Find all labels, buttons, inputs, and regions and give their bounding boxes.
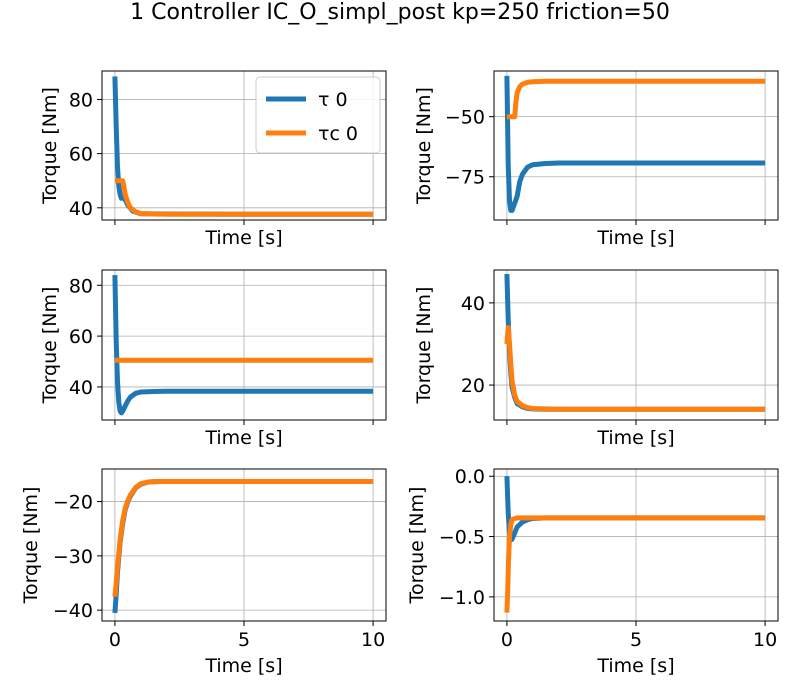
y-tick-label: 80 — [69, 275, 93, 297]
y-tick-label: −1.0 — [439, 587, 485, 609]
x-tick-label: 0 — [501, 629, 513, 651]
y-axis-label: Torque [Nm] — [413, 287, 435, 405]
subplot-3: 40 60 80 Time [s] Torque [Nm] — [39, 269, 387, 449]
y-tick-label: −75 — [445, 167, 485, 189]
x-axis-label: Time [s] — [204, 655, 282, 677]
y-tick-label: 40 — [461, 293, 485, 315]
y-axis-label: Torque [Nm] — [406, 487, 428, 605]
subplot-6: 0 5 10 −1.0 −0.5 0.0 Time [s] Torque [Nm] — [406, 466, 779, 677]
y-axis-label: Torque [Nm] — [39, 287, 61, 405]
y-axis-label: Torque [Nm] — [413, 87, 435, 205]
x-axis-label: Time [s] — [204, 427, 282, 449]
series-line-tau — [504, 75, 766, 213]
y-tick-label: 40 — [69, 377, 93, 399]
x-axis-label: Time [s] — [596, 655, 674, 677]
series-line-tau-c — [504, 325, 766, 412]
x-tick-label: 10 — [753, 629, 777, 651]
x-tick-label: 5 — [238, 629, 250, 651]
y-tick-label: 40 — [69, 198, 93, 220]
x-tick-label: 5 — [630, 629, 642, 651]
y-tick-label: 60 — [69, 326, 93, 348]
y-tick-label: 0.0 — [455, 466, 485, 488]
y-tick-label: −50 — [445, 107, 485, 129]
y-tick-label: 60 — [69, 144, 93, 166]
series-line-tau — [112, 275, 374, 416]
x-axis-label: Time [s] — [596, 227, 674, 249]
series-line-tau-c — [506, 78, 766, 120]
figure-title: 1 Controller IC_O_simpl_post kp=250 fric… — [130, 0, 670, 25]
series-line-tau-c — [504, 515, 766, 613]
subplot-4: 20 40 Time [s] Torque [Nm] — [413, 269, 779, 449]
y-tick-label: −0.5 — [439, 527, 485, 549]
y-tick-label: 20 — [461, 375, 485, 397]
series-line-tau-c — [112, 479, 374, 597]
subplot-1: 40 60 80 Time [s] Torque [Nm] τ 0 τc 0 — [39, 70, 387, 249]
subplot-5: 0 5 10 −40 −30 −20 Time [s] Torque [Nm] — [20, 468, 387, 677]
x-axis-label: Time [s] — [204, 227, 282, 249]
y-axis-label: Torque [Nm] — [39, 87, 61, 205]
legend: τ 0 τc 0 — [255, 76, 381, 154]
y-axis-label: Torque [Nm] — [20, 487, 42, 605]
legend-label-tau: τ 0 — [318, 89, 348, 111]
x-axis-label: Time [s] — [596, 427, 674, 449]
x-tick-label: 0 — [109, 629, 121, 651]
x-tick-label: 10 — [361, 629, 385, 651]
series-line-tau-c — [113, 178, 374, 217]
subplot-2: −75 −50 Time [s] Torque [Nm] — [413, 70, 779, 249]
y-tick-label: −20 — [53, 492, 93, 514]
y-tick-label: −30 — [53, 546, 93, 568]
y-tick-label: −40 — [53, 600, 93, 622]
legend-label-tau-c: τc 0 — [318, 123, 358, 145]
y-tick-label: 80 — [69, 89, 93, 111]
